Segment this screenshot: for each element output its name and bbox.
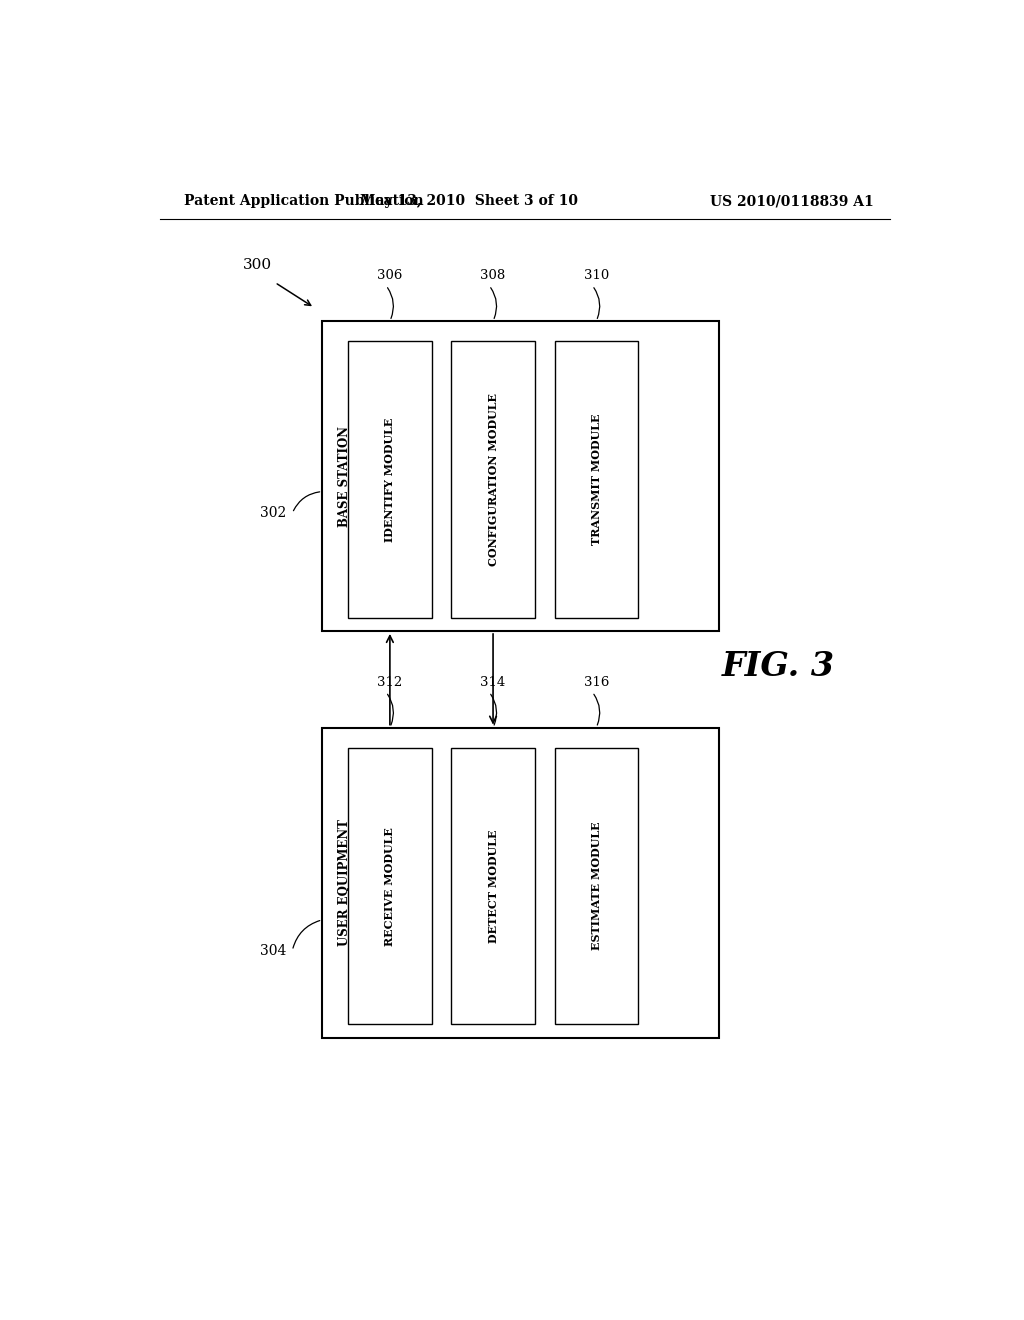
Text: Patent Application Publication: Patent Application Publication <box>183 194 423 209</box>
Bar <box>555 748 638 1024</box>
Text: 316: 316 <box>584 676 609 689</box>
Text: 312: 312 <box>377 676 402 689</box>
Text: 308: 308 <box>480 269 506 282</box>
Text: 306: 306 <box>377 269 402 282</box>
Bar <box>452 342 535 618</box>
Bar <box>348 342 431 618</box>
Text: IDENTIFY MODULE: IDENTIFY MODULE <box>384 417 395 541</box>
Text: 310: 310 <box>584 269 609 282</box>
Bar <box>323 321 719 631</box>
Text: FIG. 3: FIG. 3 <box>722 651 836 684</box>
Bar <box>452 748 535 1024</box>
Text: USER EQUIPMENT: USER EQUIPMENT <box>338 820 351 946</box>
Text: US 2010/0118839 A1: US 2010/0118839 A1 <box>711 194 873 209</box>
Text: TRANSMIT MODULE: TRANSMIT MODULE <box>591 414 602 545</box>
Text: DETECT MODULE: DETECT MODULE <box>487 829 499 942</box>
Text: 304: 304 <box>260 944 287 958</box>
Text: CONFIGURATION MODULE: CONFIGURATION MODULE <box>487 393 499 566</box>
Bar <box>323 727 719 1038</box>
Text: ESTIMATE MODULE: ESTIMATE MODULE <box>591 822 602 950</box>
Text: BASE STATION: BASE STATION <box>338 425 351 527</box>
Bar <box>555 342 638 618</box>
Text: 302: 302 <box>260 507 287 520</box>
Text: RECEIVE MODULE: RECEIVE MODULE <box>384 826 395 945</box>
Text: May 13, 2010  Sheet 3 of 10: May 13, 2010 Sheet 3 of 10 <box>360 194 579 209</box>
Bar <box>348 748 431 1024</box>
Text: 300: 300 <box>243 259 272 272</box>
Text: 314: 314 <box>480 676 506 689</box>
